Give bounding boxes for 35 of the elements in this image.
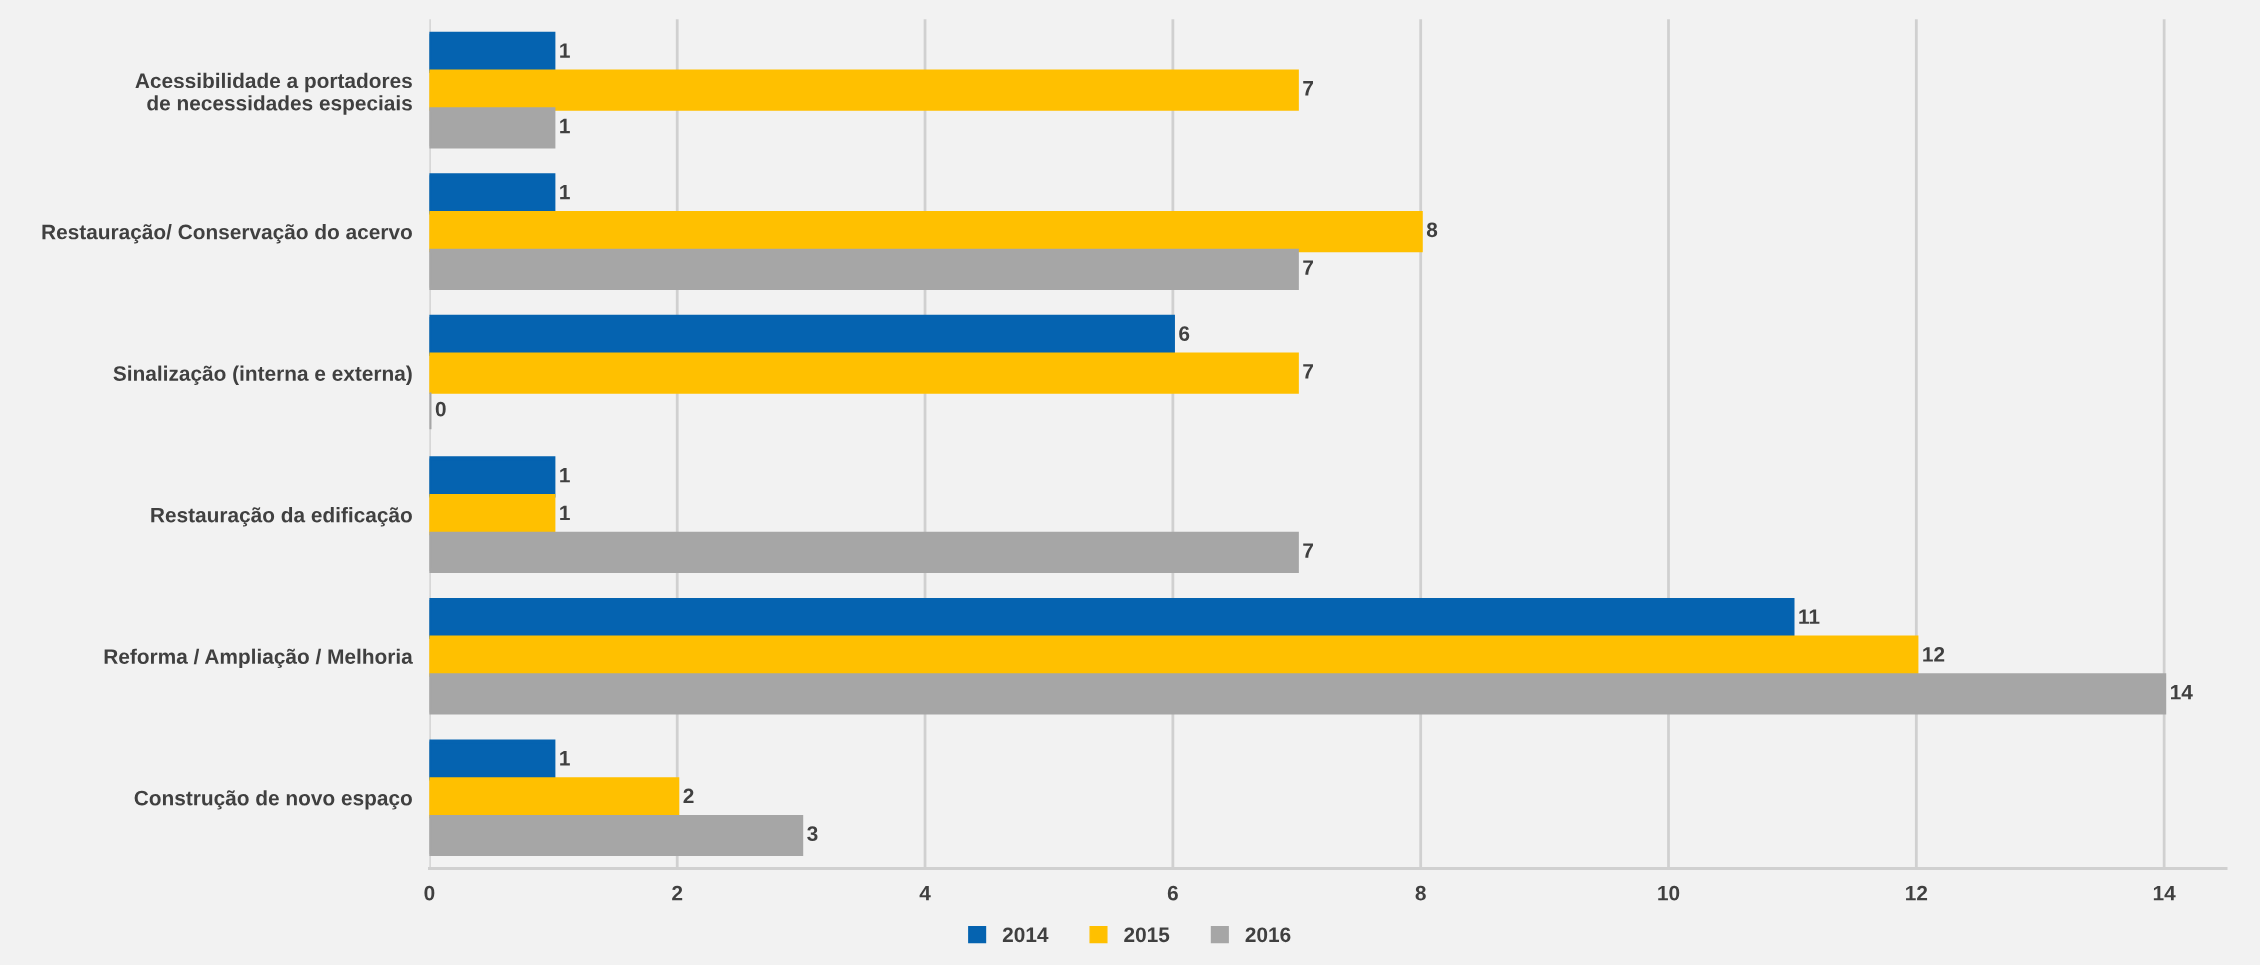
data-label: 1 xyxy=(560,43,570,58)
data-label: 14 xyxy=(2171,685,2193,700)
data-label: 7 xyxy=(1303,81,1313,96)
x-tick-label: 6 xyxy=(1167,885,1178,901)
legend-label: 2014 xyxy=(1002,927,1049,943)
y-tick-label: Restauração da edificação xyxy=(151,507,412,527)
data-label: 0 xyxy=(435,401,446,417)
x-tick-label: 12 xyxy=(1906,885,1928,901)
data-label: 1 xyxy=(560,118,570,134)
data-label: 8 xyxy=(1426,222,1438,238)
y-tick-label: Restauração/ Conservação do acervo xyxy=(42,224,412,244)
data-label: 1 xyxy=(560,184,570,200)
data-label: 7 xyxy=(1303,364,1313,379)
data-label: 11 xyxy=(1799,609,1820,624)
data-label: 1 xyxy=(560,751,570,766)
data-label: 7 xyxy=(1303,260,1313,275)
x-tick-label: 2 xyxy=(672,885,683,901)
data-label: 7 xyxy=(1303,543,1313,558)
x-tick-label: 10 xyxy=(1658,885,1680,901)
y-tick-label: Acessibilidade a portadores de necessidades especiais xyxy=(135,72,412,115)
data-label: 6 xyxy=(1179,326,1190,341)
legend-label: 2015 xyxy=(1124,927,1170,943)
legend-label: 2016 xyxy=(1245,927,1291,943)
x-tick-label: 8 xyxy=(1415,885,1426,901)
x-tick-label: 0 xyxy=(424,885,435,901)
y-tick-label: Reforma / Ampliação / Melhoria xyxy=(104,648,413,669)
x-tick-label: 14 xyxy=(2153,885,2176,901)
data-label: 12 xyxy=(1923,647,1945,662)
y-tick-label: Construção de novo espaço xyxy=(134,790,412,810)
data-label: 1 xyxy=(560,505,570,521)
data-label: 1 xyxy=(560,467,570,483)
data-label: 2 xyxy=(683,788,694,804)
y-tick-label: Sinalização (interna e externa) xyxy=(113,365,412,386)
data-label: 3 xyxy=(807,826,818,842)
x-tick-label: 4 xyxy=(919,885,931,901)
